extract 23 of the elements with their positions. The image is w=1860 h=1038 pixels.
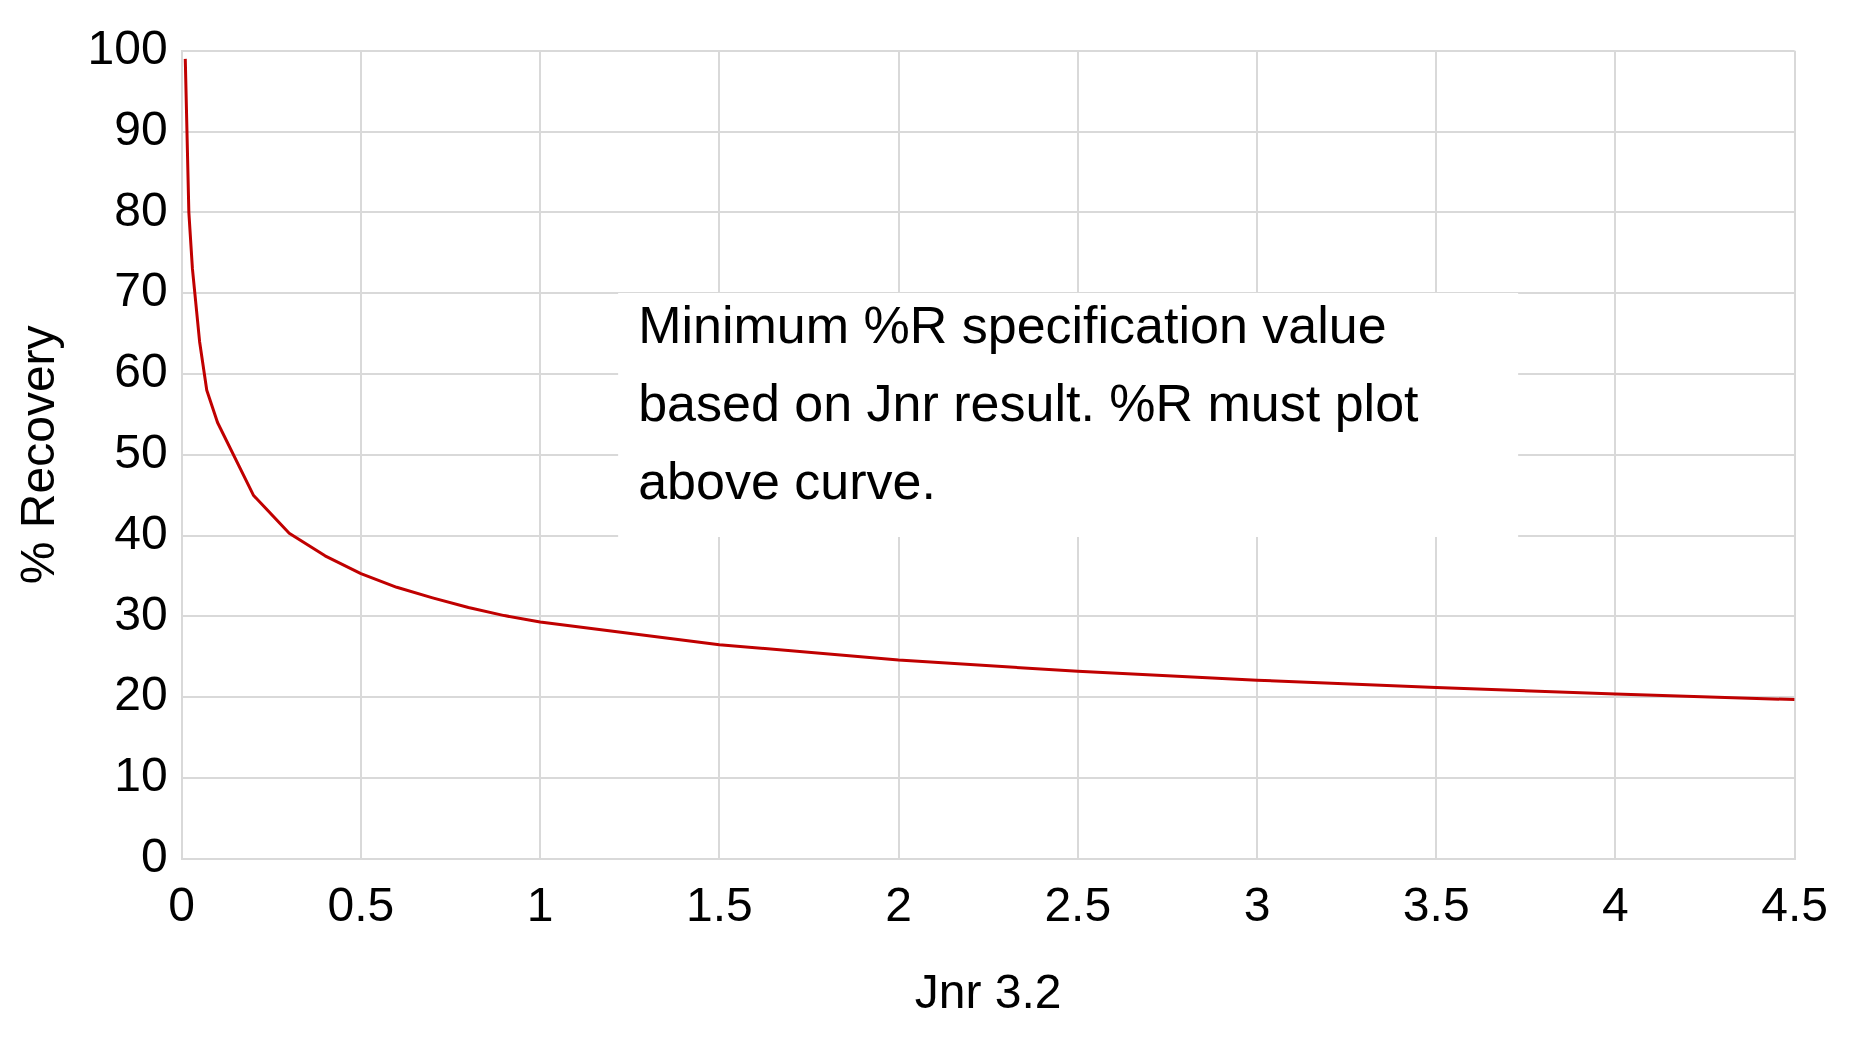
y-tick-label: 80 xyxy=(114,182,168,236)
y-axis-title: % Recovery xyxy=(11,325,65,585)
y-tick-label: 0 xyxy=(140,829,168,883)
x-tick-label: 4.5 xyxy=(1761,877,1828,931)
x-tick-label: 2.5 xyxy=(1044,877,1112,931)
y-tick-label: 70 xyxy=(114,263,168,317)
x-tick-label: 3 xyxy=(1243,877,1271,931)
y-tick-label: 60 xyxy=(114,344,168,398)
x-tick-label: 1.5 xyxy=(685,877,753,931)
x-axis-title: Jnr 3.2 xyxy=(914,965,1062,1019)
y-tick-label: 90 xyxy=(114,101,168,155)
y-tick-label: 100 xyxy=(87,21,168,75)
y-tick-label: 30 xyxy=(114,586,168,640)
y-tick-label: 10 xyxy=(114,748,168,802)
x-tick-label: 1 xyxy=(526,877,554,931)
x-tick-label: 0.5 xyxy=(327,877,395,931)
x-tick-label: 3.5 xyxy=(1402,877,1470,931)
x-tick-label: 4 xyxy=(1602,877,1629,931)
x-tick-label: 2 xyxy=(885,877,912,931)
y-tick-label: 50 xyxy=(114,425,168,479)
y-tick-label: 20 xyxy=(114,667,168,721)
y-tick-label: 40 xyxy=(114,505,168,559)
annotation: Minimum %R specification value based on Jnr result. %R must plot above curve. xyxy=(638,296,1420,511)
